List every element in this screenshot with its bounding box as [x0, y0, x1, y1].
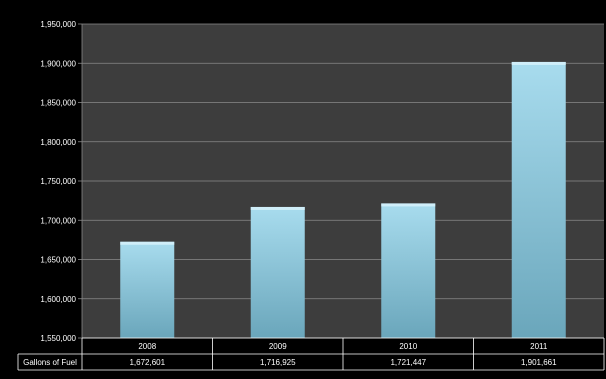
y-tick-label: 1,900,000: [40, 59, 76, 68]
y-tick-label: 1,750,000: [40, 177, 76, 186]
y-tick-label: 1,550,000: [40, 334, 76, 343]
x-category-label: 2011: [530, 342, 548, 351]
data-value-label: 1,716,925: [260, 358, 296, 367]
bar-cap: [381, 203, 436, 207]
y-tick-label: 1,650,000: [40, 256, 76, 265]
y-tick-label: 1,800,000: [40, 138, 76, 147]
data-value-label: 1,901,661: [521, 358, 557, 367]
y-tick-label: 1,950,000: [40, 20, 76, 29]
bar-2010: [381, 203, 436, 338]
x-category-label: 2010: [399, 342, 417, 351]
data-table: 2008 2009 2010 2011 Gallons of Fuel 1,672,601…: [17, 337, 605, 371]
y-tick-label: 1,700,000: [40, 216, 76, 225]
data-value-label: 1,721,447: [390, 358, 426, 367]
x-category-label: 2008: [138, 342, 156, 351]
bar-cap: [511, 61, 566, 65]
bar-cap: [120, 241, 175, 245]
data-value-label: 1,672,601: [129, 358, 165, 367]
bar-2011: [511, 61, 566, 339]
series-name-label: Gallons of Fuel: [23, 358, 77, 367]
bar-2009: [250, 206, 305, 338]
y-axis-tick-labels: 1,550,000 1,600,000 1,650,000 1,700,000 1,75…: [40, 20, 76, 343]
bar-cap: [250, 206, 305, 210]
x-category-label: 2009: [269, 342, 287, 351]
bars: [120, 61, 566, 339]
bar-2008: [120, 241, 175, 338]
y-tick-label: 1,850,000: [40, 99, 76, 108]
y-tick-label: 1,600,000: [40, 295, 76, 304]
